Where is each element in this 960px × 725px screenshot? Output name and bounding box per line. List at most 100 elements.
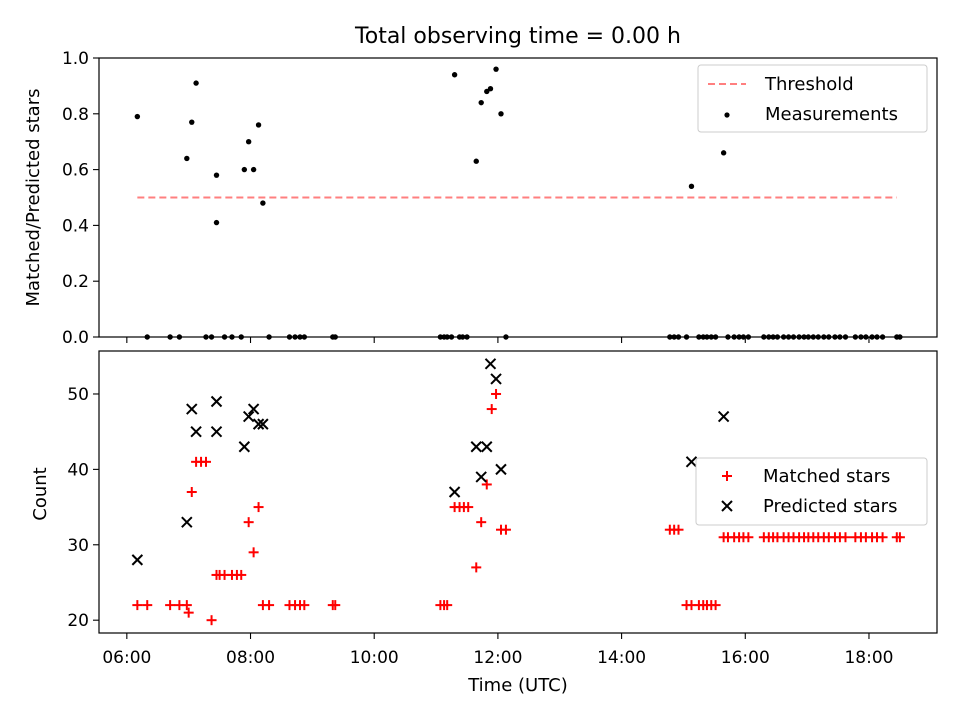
top-y-tick-label: 0.8 xyxy=(62,105,89,125)
bottom-y-tick-label: 30 xyxy=(67,536,89,556)
matched-star-point xyxy=(253,502,264,513)
x-axis-label: Time (UTC) xyxy=(467,675,568,696)
predicted-star-point xyxy=(475,471,487,483)
matched-star-point xyxy=(476,517,487,528)
matched-star-point xyxy=(200,456,211,467)
matched-star-point xyxy=(486,404,497,415)
bottom-x-ticks: 06:00 08:00 10:00 12:00 14:00 16:00 18:00 xyxy=(102,633,893,668)
bottom-y-tick-label: 20 xyxy=(67,611,89,631)
matched-star-point xyxy=(183,607,194,618)
threshold-legend-label: Threshold xyxy=(764,74,854,95)
matched-star-point xyxy=(186,487,197,497)
predicted-star-point xyxy=(131,554,144,566)
predicted-stars-legend-symbol xyxy=(721,500,733,512)
predicted-star-point xyxy=(242,410,255,423)
top-legend: Threshold Measurements xyxy=(697,64,928,133)
predicted-star-point xyxy=(238,441,251,453)
predicted-stars-legend-marker xyxy=(721,500,733,512)
bottom-panel: 20 30 40 50 06:00 08:00 10:00 12:00 14:00 16:00 1… xyxy=(30,350,938,696)
matched-star-point xyxy=(442,600,453,611)
matched-stars-series xyxy=(132,388,905,626)
bottom-legend: Matched stars Predicted stars xyxy=(695,457,928,526)
predicted-star-point xyxy=(252,418,265,430)
predicted-star-point xyxy=(481,441,493,453)
matched-star-point xyxy=(877,532,888,543)
predicted-star-point xyxy=(257,418,269,430)
measurements-legend-marker xyxy=(724,112,730,118)
measurement-point xyxy=(688,183,695,190)
matched-star-point xyxy=(894,532,905,543)
measurement-point xyxy=(255,122,262,128)
measurement-point xyxy=(241,166,248,173)
matched-star-point xyxy=(710,600,721,611)
predicted-star-point xyxy=(470,441,482,453)
top-legend-box xyxy=(697,64,928,133)
matched-star-point xyxy=(673,524,684,535)
matched-star-point xyxy=(840,532,851,543)
bottom-y-tick-label: 50 xyxy=(67,385,89,405)
top-y-tick-label: 0.6 xyxy=(62,161,89,181)
measurement-point xyxy=(134,113,141,120)
top-y-tick-label: 0.4 xyxy=(62,216,89,236)
measurement-point xyxy=(193,80,199,86)
matched-star-point xyxy=(243,517,254,528)
top-x-ticks xyxy=(126,337,870,343)
top-y-tick-label: 0.0 xyxy=(62,328,89,348)
matched-star-point xyxy=(500,524,511,535)
x-tick-label: 12:00 xyxy=(473,648,522,668)
measurement-point xyxy=(260,200,266,206)
predicted-star-point xyxy=(181,516,193,528)
measurements-legend-label: Measurements xyxy=(765,104,898,125)
measurement-point xyxy=(484,88,490,95)
measurement-point xyxy=(184,155,190,162)
x-tick-label: 14:00 xyxy=(597,648,646,668)
top-y-tick-label: 1.0 xyxy=(62,49,89,69)
x-tick-label: 16:00 xyxy=(721,648,770,668)
measurement-point xyxy=(473,158,479,164)
predicted-star-point xyxy=(685,456,698,468)
measurement-point xyxy=(451,72,458,78)
predicted-star-point xyxy=(190,425,202,438)
matched-star-point xyxy=(463,502,474,513)
matched-stars-legend-symbol xyxy=(722,471,732,481)
measurement-point xyxy=(213,219,220,226)
predicted-star-point xyxy=(210,395,223,408)
predicted-star-point xyxy=(448,486,461,498)
predicted-stars-legend-label: Predicted stars xyxy=(763,496,897,517)
matched-star-point xyxy=(743,532,754,543)
matched-star-point xyxy=(481,479,492,490)
top-y-tick-label: 0.2 xyxy=(62,272,89,292)
matched-star-point xyxy=(142,600,153,611)
measurement-point xyxy=(493,66,499,72)
measurement-point xyxy=(189,119,195,125)
bottom-legend-box xyxy=(695,457,928,526)
measurement-point xyxy=(213,172,220,178)
matched-star-point xyxy=(165,600,176,611)
matched-star-point xyxy=(132,600,143,611)
bottom-y-ticks: 20 30 40 50 xyxy=(67,385,99,631)
matched-star-point xyxy=(236,569,247,580)
measurement-point xyxy=(245,139,252,145)
matched-stars-legend-marker xyxy=(722,471,732,481)
predicted-star-point xyxy=(210,425,223,438)
x-tick-label: 08:00 xyxy=(226,648,275,668)
bottom-y-axis-label: Count xyxy=(30,467,51,520)
top-y-ticks: 0.0 0.2 0.4 0.6 0.8 1.0 xyxy=(62,49,99,348)
measurement-point xyxy=(250,166,257,173)
matched-star-point xyxy=(264,600,275,611)
matched-star-point xyxy=(206,615,217,626)
matched-stars-legend-label: Matched stars xyxy=(763,466,890,487)
matched-star-point xyxy=(330,600,341,611)
x-tick-label: 06:00 xyxy=(102,648,151,668)
measurement-point xyxy=(478,99,484,106)
top-y-axis-label: Matched/Predicted stars xyxy=(23,89,44,307)
predicted-stars-series xyxy=(131,358,730,566)
matched-star-point xyxy=(491,388,502,399)
predicted-star-point xyxy=(484,358,497,370)
predicted-star-point xyxy=(490,373,502,385)
x-tick-label: 18:00 xyxy=(844,648,893,668)
top-plot-frame xyxy=(98,57,938,338)
predicted-star-point xyxy=(717,410,730,423)
predicted-star-point xyxy=(247,403,260,415)
